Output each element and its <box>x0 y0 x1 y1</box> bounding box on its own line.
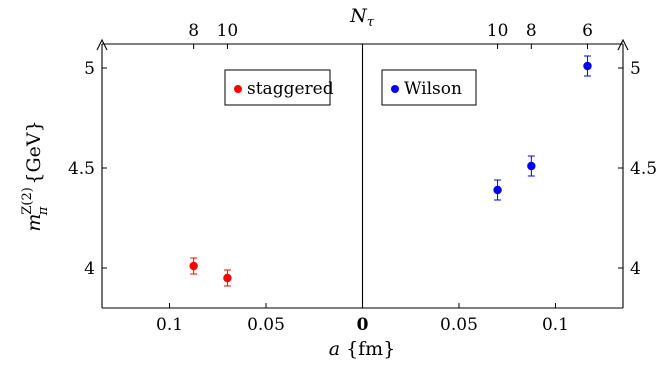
legend-wilson-label: Wilson <box>404 79 462 99</box>
legend-wilson-marker <box>391 85 399 93</box>
x-tick-label: 0.1 <box>156 315 183 335</box>
y-tick-label-right: 5 <box>630 59 641 79</box>
x-tick-label-zero: 0 <box>357 315 369 335</box>
wilson-point <box>583 61 592 71</box>
right-axis-arrow <box>617 38 629 51</box>
top-tick-label: 8 <box>526 21 537 41</box>
staggered-point <box>223 273 232 283</box>
top-tick-label: 6 <box>582 21 593 41</box>
ticks-layer: 0.1 0.05 0.05 0.1 0 4 4 4.5 4.5 5 5 8 10 10 8 6 <box>68 21 657 335</box>
x-tick-label: 0.05 <box>247 315 285 335</box>
staggered-point <box>189 261 198 271</box>
wilson-point <box>493 185 502 195</box>
y-tick-label-right: 4.5 <box>630 159 657 179</box>
x-tick-label: 0.05 <box>440 315 478 335</box>
legend-wilson-box <box>381 69 477 106</box>
legend-staggered: staggered <box>224 69 334 106</box>
x-axis-title: a {fm} <box>329 338 396 360</box>
wilson-point <box>527 161 536 171</box>
y-tick-label-left: 4 <box>84 259 95 279</box>
top-axis-title: Nτ <box>349 5 375 30</box>
y-tick-label-right: 4 <box>630 259 641 279</box>
top-tick-label: 10 <box>217 21 239 41</box>
y-tick-label-left: 5 <box>84 59 95 79</box>
legend-wilson: Wilson <box>381 69 477 106</box>
y-axis-title: mZ(2)π{GeV} <box>20 120 51 231</box>
x-tick-label: 0.1 <box>542 315 569 335</box>
y-tick-label-left: 4.5 <box>68 159 95 179</box>
legend-staggered-marker <box>234 85 242 93</box>
legend-staggered-label: staggered <box>247 79 334 99</box>
svg-text:mZ(2)π{GeV}: mZ(2)π{GeV} <box>20 120 51 231</box>
left-axis-arrow <box>96 38 108 51</box>
legend-staggered-box <box>224 69 331 106</box>
points-layer <box>189 55 592 287</box>
top-tick-label: 8 <box>188 21 199 41</box>
top-tick-label: 10 <box>487 21 509 41</box>
